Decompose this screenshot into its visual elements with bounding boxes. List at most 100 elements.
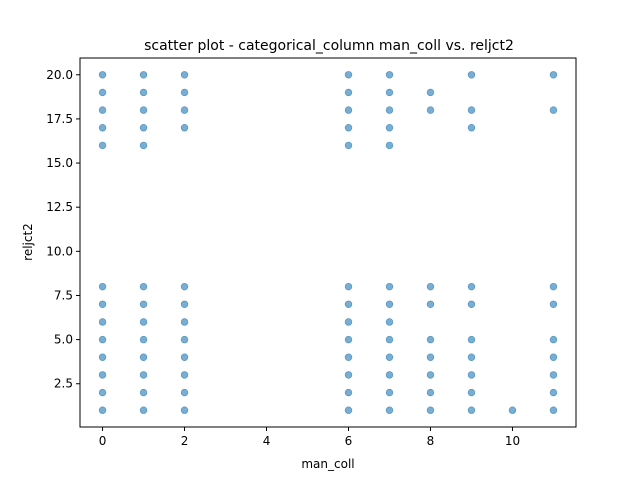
data-point — [385, 371, 394, 379]
data-point — [467, 106, 476, 114]
data-point — [549, 335, 558, 344]
data-point — [549, 406, 558, 414]
data-point — [139, 371, 148, 379]
data-point — [385, 88, 394, 97]
y-tick-label: 10.0 — [46, 244, 73, 258]
data-point — [98, 124, 107, 132]
data-point — [180, 388, 189, 397]
data-point — [180, 353, 189, 361]
data-point — [426, 388, 435, 397]
data-point — [385, 282, 394, 291]
x-axis-label: man_coll — [301, 457, 354, 471]
data-point — [139, 406, 148, 414]
data-point — [385, 335, 394, 344]
data-point — [98, 318, 107, 326]
data-point — [98, 71, 107, 79]
data-point — [344, 335, 353, 344]
data-point — [467, 335, 476, 344]
data-point — [426, 406, 435, 414]
data-point — [508, 406, 517, 414]
data-point — [385, 300, 394, 308]
data-point — [385, 406, 394, 414]
data-point — [180, 335, 189, 344]
data-point — [139, 335, 148, 344]
data-point — [426, 106, 435, 114]
data-point — [467, 71, 476, 79]
data-point — [180, 300, 189, 308]
x-tick-label: 2 — [181, 434, 189, 448]
data-point — [344, 88, 353, 97]
data-point — [180, 406, 189, 414]
data-point — [139, 388, 148, 397]
chart-title: scatter plot - categorical_column man_co… — [144, 38, 514, 54]
data-point — [98, 282, 107, 291]
y-tick-label: 12.5 — [46, 200, 73, 214]
data-point — [180, 371, 189, 379]
data-point — [467, 124, 476, 132]
y-tick-label: 2.5 — [54, 377, 73, 391]
data-point — [98, 388, 107, 397]
data-point — [139, 353, 148, 361]
data-point — [180, 282, 189, 291]
y-tick-label: 17.5 — [46, 112, 73, 126]
data-point — [426, 282, 435, 291]
data-point — [139, 124, 148, 132]
data-point — [98, 406, 107, 414]
data-point — [426, 88, 435, 97]
data-point — [467, 353, 476, 361]
data-point — [139, 88, 148, 97]
data-point — [344, 353, 353, 361]
data-point — [385, 141, 394, 150]
data-point — [385, 318, 394, 326]
data-point — [467, 282, 476, 291]
data-point — [98, 353, 107, 361]
plot-frame — [79, 57, 577, 428]
data-point — [549, 371, 558, 379]
data-point — [467, 371, 476, 379]
data-point — [549, 388, 558, 397]
data-point — [180, 88, 189, 97]
data-point — [98, 106, 107, 114]
data-point — [549, 71, 558, 79]
x-axis: 0 2 4 6 8 10 — [99, 427, 520, 448]
data-point — [180, 106, 189, 114]
y-tick-label: 7.5 — [54, 288, 73, 302]
data-point — [467, 300, 476, 308]
data-point — [98, 300, 107, 308]
data-point — [139, 318, 148, 326]
data-point — [98, 141, 107, 150]
data-point — [549, 300, 558, 308]
data-point — [98, 88, 107, 97]
points-layer — [98, 71, 558, 414]
data-point — [344, 300, 353, 308]
data-point — [344, 406, 353, 414]
data-point — [385, 71, 394, 79]
data-point — [344, 124, 353, 132]
data-point — [426, 300, 435, 308]
data-point — [344, 141, 353, 150]
data-point — [180, 71, 189, 79]
x-tick-label: 4 — [263, 434, 271, 448]
y-axis: 2.5 5.0 7.5 10.0 12.5 15.0 17.5 20.0 — [46, 68, 80, 391]
data-point — [385, 353, 394, 361]
x-tick-label: 10 — [505, 434, 520, 448]
x-tick-label: 0 — [99, 434, 107, 448]
data-point — [98, 335, 107, 344]
x-tick-label: 6 — [345, 434, 353, 448]
data-point — [344, 282, 353, 291]
y-axis-label: reljct2 — [21, 223, 35, 261]
data-point — [180, 124, 189, 132]
y-tick-label: 5.0 — [54, 333, 73, 347]
data-point — [385, 388, 394, 397]
data-point — [467, 406, 476, 414]
x-tick-label: 8 — [427, 434, 435, 448]
data-point — [344, 71, 353, 79]
data-point — [467, 388, 476, 397]
data-point — [549, 282, 558, 291]
data-point — [344, 106, 353, 114]
data-point — [385, 124, 394, 132]
data-point — [344, 388, 353, 397]
data-point — [426, 353, 435, 361]
data-point — [344, 371, 353, 379]
